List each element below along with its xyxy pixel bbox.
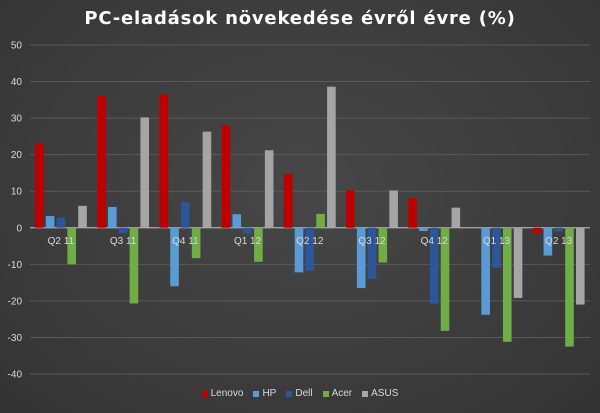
bar-asus-q3-11 — [140, 117, 150, 228]
bar-hp-q2-12 — [294, 227, 304, 273]
bar-lenovo-q2-11 — [35, 143, 44, 228]
bar-lenovo-q3-11 — [97, 96, 106, 228]
bar-lenovo-q1-12 — [221, 125, 231, 228]
legend-label: Dell — [295, 388, 313, 399]
bar-dell-q3-12 — [367, 227, 377, 279]
x-category-label: Q2 11 — [48, 236, 75, 247]
legend-swatch — [362, 390, 369, 397]
bar-asus-q4-11 — [202, 131, 212, 228]
bar-hp-q1-12 — [232, 214, 242, 228]
y-tick-label: 40 — [11, 77, 23, 88]
legend: Lenovo HP Dell Acer ASUS — [0, 388, 600, 399]
bar-dell-q3-11 — [118, 227, 128, 234]
bar-acer-q1-12 — [254, 227, 263, 262]
bar-acer-q2-11 — [67, 227, 76, 265]
y-tick-label: 0 — [16, 223, 22, 234]
y-tick-label: 10 — [11, 187, 23, 198]
bar-dell-q4-11 — [181, 202, 190, 228]
bar-acer-q2-13 — [565, 227, 574, 347]
bar-hp-q2-11 — [45, 216, 55, 228]
y-tick-label: -10 — [8, 260, 23, 271]
bar-asus-q1-12 — [264, 150, 274, 228]
bar-asus-q2-13 — [575, 227, 585, 305]
legend-swatch — [253, 390, 260, 397]
x-category-label: Q2 12 — [296, 236, 324, 247]
bar-acer-q3-11 — [129, 227, 139, 304]
bar-hp-q3-12 — [356, 227, 366, 289]
bar-lenovo-q2-13 — [532, 227, 542, 234]
legend-item-lenovo: Lenovo — [201, 388, 244, 399]
bar-dell-q2-12 — [305, 227, 315, 271]
x-category-label: Q2 13 — [545, 236, 573, 247]
legend-item-acer: Acer — [322, 388, 353, 399]
bar-acer-q4-12 — [440, 227, 450, 331]
bar-asus-q2-12 — [327, 86, 336, 228]
bar-acer-q4-11 — [191, 227, 201, 259]
legend-label: Lenovo — [210, 388, 244, 399]
legend-swatch — [322, 390, 329, 397]
x-category-label: Q4 11 — [172, 236, 199, 247]
bar-dell-q2-13 — [554, 227, 563, 232]
x-category-label: Q4 12 — [421, 236, 449, 247]
legend-item-asus: ASUS — [362, 388, 398, 399]
bar-asus-q4-12 — [451, 207, 461, 228]
bar-lenovo-q2-12 — [283, 173, 293, 228]
legend-label: HP — [262, 388, 277, 399]
bar-dell-q4-12 — [429, 227, 439, 304]
x-category-label: Q3 11 — [110, 236, 137, 247]
y-tick-label: -40 — [8, 370, 23, 381]
bar-dell-q1-12 — [243, 227, 252, 234]
x-category-label: Q3 12 — [358, 236, 386, 247]
x-category-label: Q1 13 — [483, 236, 511, 247]
legend-item-hp: HP — [253, 388, 276, 399]
bar-hp-q4-12 — [419, 227, 428, 232]
legend-label: ASUS — [371, 388, 399, 399]
y-tick-label: 50 — [11, 41, 23, 52]
bar-dell-q2-11 — [56, 217, 66, 228]
bar-lenovo-q3-12 — [346, 190, 355, 228]
bar-hp-q3-11 — [108, 206, 117, 228]
x-category-label: Q1 12 — [234, 236, 262, 247]
legend-item-dell: Dell — [286, 388, 313, 399]
y-tick-label: 30 — [11, 114, 23, 125]
bar-dell-q1-13 — [492, 227, 501, 268]
y-tick-label: 20 — [11, 150, 23, 161]
bar-hp-q2-13 — [543, 227, 553, 256]
legend-label: Acer — [331, 388, 353, 399]
bar-hp-q1-13 — [481, 227, 490, 315]
bar-acer-q3-12 — [378, 227, 388, 263]
bar-asus-q1-13 — [513, 227, 523, 298]
bar-hp-q4-11 — [170, 227, 179, 287]
chart-title: PC-eladások növekedése évről évre (%) — [84, 8, 516, 29]
bar-asus-q3-12 — [389, 190, 398, 228]
y-tick-label: -30 — [8, 333, 23, 344]
legend-swatch — [286, 390, 293, 397]
legend-swatch — [201, 390, 208, 397]
y-tick-label: -20 — [8, 296, 23, 307]
bar-acer-q1-13 — [502, 227, 512, 342]
bar-lenovo-q4-12 — [408, 198, 417, 228]
bar-acer-q2-12 — [316, 213, 325, 228]
bar-asus-q2-11 — [78, 205, 87, 228]
bar-lenovo-q4-11 — [159, 94, 169, 228]
